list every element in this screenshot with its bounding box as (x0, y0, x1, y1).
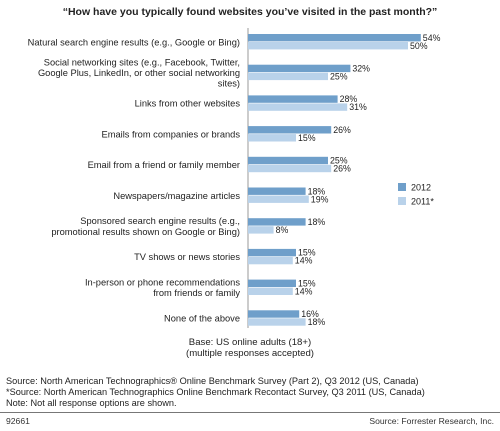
base-note-line: (multiple responses accepted) (186, 348, 314, 359)
data-label: 15% (298, 133, 316, 143)
source-note: Source: North American Technographics® O… (6, 376, 419, 386)
category-label: In-person or phone recommendations from f… (85, 278, 240, 299)
category-label-line: In-person or phone recommendations (85, 278, 240, 288)
category-row: None of the above 16%18% (164, 309, 325, 327)
data-label: 14% (295, 286, 313, 296)
category-label: Email from a friend or family member (88, 160, 240, 170)
legend-label: 2012 (411, 183, 431, 193)
category-label-line: TV shows or news stories (134, 252, 240, 262)
data-label: 19% (311, 194, 329, 204)
footer: 92661 Source: Forrester Research, Inc. (6, 416, 494, 426)
bar-2011 (248, 226, 274, 234)
chart-rows: Natural search engine results (e.g., Goo… (28, 28, 441, 328)
category-label: None of the above (164, 314, 240, 324)
category-row: TV shows or news stories 15%14% (134, 248, 316, 266)
bar-2012 (248, 156, 328, 165)
legend: 2012 2011* (398, 183, 434, 207)
data-label: 26% (333, 164, 351, 174)
category-row: In-person or phone recommendations from f… (85, 278, 316, 299)
category-label: Natural search engine results (e.g., Goo… (28, 37, 240, 47)
category-label-line: Email from a friend or family member (88, 160, 240, 170)
bar-2012 (248, 218, 306, 226)
bar-2011 (248, 164, 332, 173)
data-label: 25% (330, 72, 348, 82)
footer-divider (0, 412, 500, 413)
category-label: Emails from companies or brands (102, 129, 241, 139)
category-row: Sponsored search engine results (e.g., pr… (51, 216, 325, 237)
bar-2012 (248, 64, 351, 73)
category-row: Email from a friend or family member 25%2… (88, 156, 351, 174)
footer-credit: Source: Forrester Research, Inc. (369, 416, 494, 426)
data-label: 14% (295, 256, 313, 266)
category-label: TV shows or news stories (134, 252, 240, 262)
bar-2011 (248, 72, 328, 81)
data-label: 25% (330, 156, 348, 166)
figure-id: 92661 (6, 416, 30, 426)
legend-label: 2011* (411, 197, 434, 207)
category-label-line: Google Plus, LinkedIn, or other social n… (38, 68, 240, 78)
category-row: Newspapers/magazine articles 18%19% (113, 186, 328, 204)
base-note: Base: US online adults (18+) (multiple r… (0, 337, 500, 359)
category-row: Natural search engine results (e.g., Goo… (28, 33, 441, 51)
bar-2011 (248, 195, 309, 203)
data-label: 32% (352, 64, 370, 74)
category-label-line: promotional results shown on Google or B… (51, 227, 240, 237)
category-row: Links from other websites 28%31% (135, 94, 367, 112)
category-label: Newspapers/magazine articles (113, 191, 240, 201)
data-label: 26% (333, 125, 351, 135)
bar-2011 (248, 318, 306, 326)
bar-2011 (248, 42, 408, 50)
category-label-line: Natural search engine results (e.g., Goo… (28, 37, 240, 47)
category-label-line: Links from other websites (135, 99, 241, 109)
source-note: Note: Not all response options are shown… (6, 398, 177, 408)
legend-swatch (398, 197, 406, 205)
category-label-line: from friends or family (153, 288, 240, 298)
category-label: Social networking sites (e.g., Facebook,… (38, 57, 240, 88)
category-label-line: sites) (218, 79, 240, 89)
bar-2011 (248, 287, 293, 295)
bar-2011 (248, 134, 296, 142)
bar-2012 (248, 248, 296, 257)
data-label: 31% (349, 102, 367, 112)
data-label: 15% (298, 248, 316, 258)
category-row: Social networking sites (e.g., Facebook,… (38, 57, 370, 88)
data-label: 16% (301, 309, 319, 319)
data-label: 15% (298, 278, 316, 288)
base-note-line: Base: US online adults (18+) (188, 337, 312, 348)
chart-title: “How have you typically found websites y… (63, 6, 438, 18)
category-label: Sponsored search engine results (e.g., pr… (51, 216, 240, 237)
source-note: *Source: North American Technographics O… (6, 387, 425, 397)
data-label: 18% (308, 217, 326, 227)
category-row: Emails from companies or brands 26% 15% (102, 125, 351, 143)
bar-2012 (248, 187, 306, 195)
bar-2012 (248, 310, 300, 318)
category-label-line: None of the above (164, 314, 240, 324)
data-label: 18% (308, 186, 326, 196)
legend-swatch (398, 183, 406, 191)
data-label: 28% (340, 94, 358, 104)
bar-2011 (248, 103, 348, 111)
data-label: 54% (423, 33, 441, 43)
category-label-line: Newspapers/magazine articles (113, 191, 240, 201)
bar-2011 (248, 256, 293, 265)
category-label-line: Social networking sites (e.g., Facebook,… (44, 57, 240, 67)
data-label: 8% (276, 225, 289, 235)
bar-2012 (248, 279, 296, 287)
category-label: Links from other websites (135, 99, 241, 109)
bar-2012 (248, 34, 421, 42)
source-notes: Source: North American Technographics® O… (6, 376, 496, 409)
bar-2012 (248, 95, 338, 103)
category-label-line: Emails from companies or brands (102, 129, 241, 139)
category-label-line: Sponsored search engine results (e.g., (80, 216, 240, 226)
data-label: 50% (410, 41, 428, 51)
data-label: 18% (308, 317, 326, 327)
bar-2012 (248, 126, 332, 134)
